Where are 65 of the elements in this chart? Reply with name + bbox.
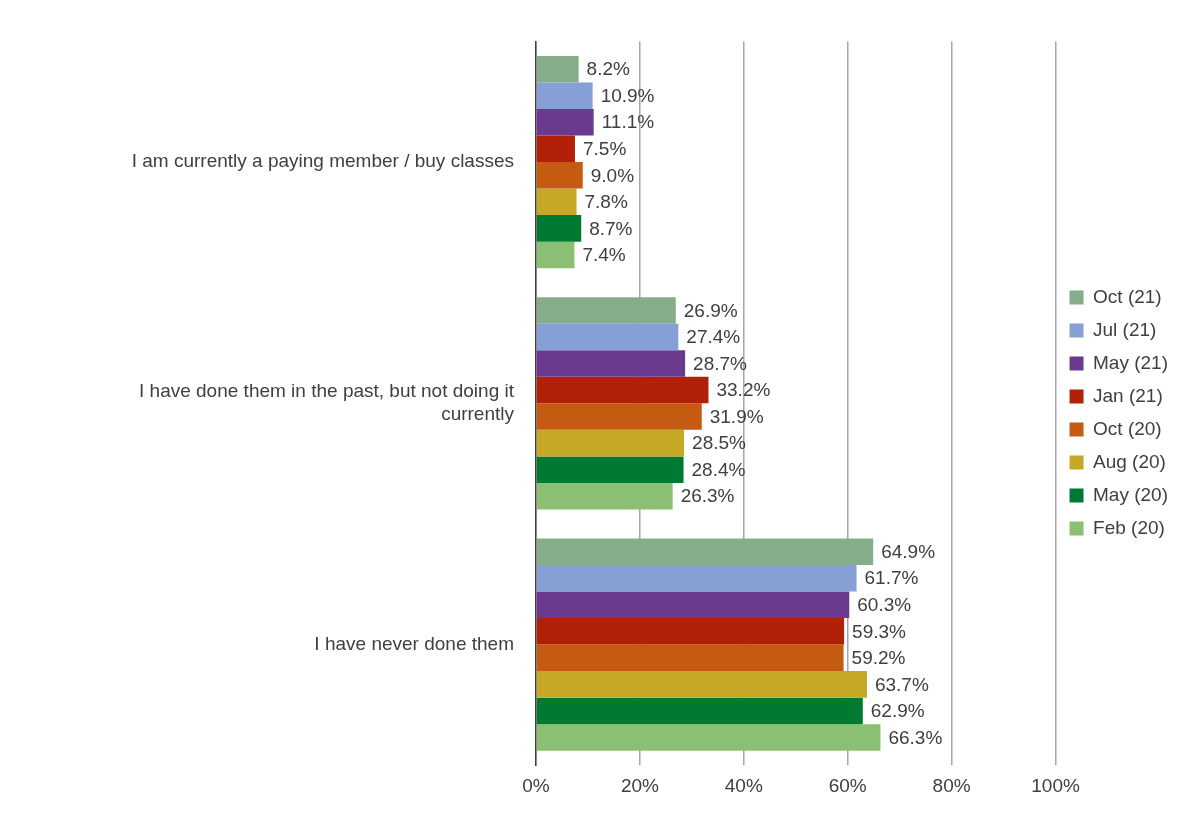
data-label: 11.1%	[601, 111, 655, 133]
data-label: 59.3%	[852, 620, 907, 642]
bar	[536, 697, 863, 725]
data-label: 8.2%	[586, 58, 631, 80]
bar	[536, 215, 582, 242]
data-label: 60.3%	[857, 593, 912, 615]
data-label: 28.7%	[693, 352, 748, 374]
data-label: 10.9%	[600, 84, 655, 106]
legend-label: Jan (21)	[1093, 384, 1163, 406]
data-label: 31.9%	[709, 405, 764, 427]
bar	[536, 456, 684, 483]
bar	[536, 591, 850, 619]
data-label: 64.9%	[881, 540, 936, 562]
data-label: 7.5%	[582, 138, 627, 159]
x-tick-label: 40%	[724, 774, 763, 796]
legend-label: Jul (21)	[1093, 318, 1157, 340]
x-tick-label: 100%	[1031, 774, 1080, 796]
y-tick-label: I have done them in the past, but not doing it currently	[139, 380, 515, 424]
bar	[536, 429, 685, 457]
data-label: 26.9%	[683, 299, 738, 321]
data-label: 59.2%	[851, 647, 906, 669]
bar	[536, 162, 583, 189]
data-label: 28.5%	[692, 432, 747, 454]
data-label: 62.9%	[870, 700, 925, 722]
data-label: 9.0%	[590, 164, 635, 186]
x-tick-label: 80%	[932, 774, 971, 796]
data-label: 27.4%	[686, 326, 741, 348]
bar	[536, 241, 575, 269]
data-label: 26.3%	[680, 485, 735, 507]
y-tick-label: I have never done them	[314, 632, 514, 654]
bar	[536, 376, 709, 404]
data-label: 63.7%	[874, 673, 929, 695]
bar	[536, 671, 867, 698]
bar	[536, 350, 686, 377]
bar	[536, 297, 676, 324]
x-tick-label: 0%	[522, 774, 550, 796]
data-label: 66.3%	[888, 726, 943, 748]
bar	[536, 82, 593, 109]
legend-label: May (21)	[1093, 351, 1169, 373]
data-label: 33.2%	[716, 379, 771, 401]
bar	[536, 403, 702, 430]
x-tick-label: 20%	[620, 774, 660, 796]
legend-label: May (20)	[1093, 483, 1169, 505]
legend-label: Aug (20)	[1093, 450, 1166, 472]
bar	[536, 644, 844, 672]
x-tick-label: 60%	[828, 774, 867, 796]
legend-label: Oct (20)	[1093, 417, 1162, 439]
bar	[536, 538, 874, 565]
bar	[536, 188, 577, 216]
y-tick-label: I am currently a paying member / buy classes	[131, 150, 514, 172]
data-label: 8.7%	[589, 217, 633, 239]
bar	[536, 55, 579, 83]
bar	[536, 323, 679, 351]
bar	[536, 564, 857, 592]
data-label: 7.8%	[584, 191, 628, 213]
bar	[536, 135, 575, 163]
legend-label: Oct (21)	[1093, 285, 1162, 307]
bar	[536, 482, 673, 510]
bar	[536, 724, 881, 751]
data-label: 28.4%	[691, 458, 746, 480]
bar	[536, 618, 845, 645]
data-label: 61.7%	[864, 567, 919, 589]
data-label: 7.4%	[582, 244, 626, 266]
bar	[536, 108, 594, 136]
legend-label: Feb (20)	[1093, 516, 1165, 538]
